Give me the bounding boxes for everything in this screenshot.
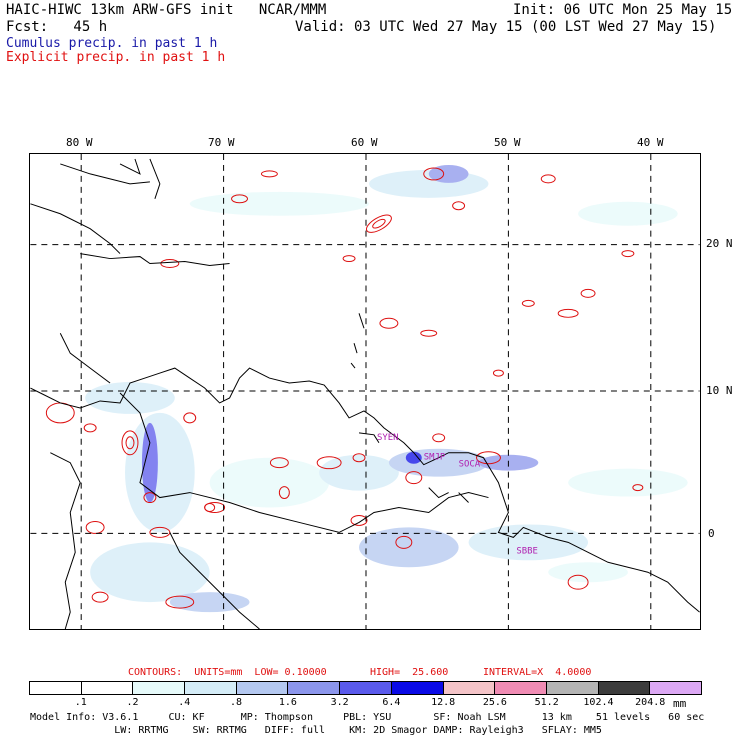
legend-swatch — [133, 682, 186, 694]
legend-level-label: .4 — [178, 697, 191, 708]
legend-level-label: 3.2 — [330, 697, 349, 708]
lon-label-80w: 80 W — [66, 136, 93, 149]
contour-interval: INTERVAL=X 4.0000 — [483, 667, 592, 678]
legend-level-label: .2 — [126, 697, 139, 708]
explicit-legend-label: Explicit precip. in past 1 h — [6, 50, 226, 65]
lat-label-10n: 10 N — [706, 384, 733, 397]
model-info-line1: Model Info: V3.6.1 CU: KF MP: Thompson P… — [30, 712, 705, 723]
coastlines — [30, 158, 700, 629]
lon-label-50w: 50 W — [494, 136, 521, 149]
legend-level-label: .8 — [230, 697, 243, 708]
legend-swatch — [236, 682, 289, 694]
legend-swatch — [340, 682, 392, 694]
legend-swatch — [650, 682, 701, 694]
station-label-smjp: SMJP — [424, 453, 446, 463]
legend-swatch — [288, 682, 341, 694]
station-label-syen: SYEN — [377, 433, 399, 443]
lat-lon-grid — [30, 154, 700, 629]
model-info-line2: LW: RRTMG SW: RRTMG DIFF: full KM: 2D Sm… — [30, 725, 602, 736]
legend-level-label: 12.8 — [431, 697, 456, 708]
legend-level-label: 6.4 — [382, 697, 401, 708]
cumulus-shading — [85, 164, 688, 613]
legend-unit: mm — [673, 697, 687, 710]
contour-units: CONTOURS: UNITS=mm LOW= 0.10000 — [128, 667, 327, 678]
init-time: Init: 06 UTC Mon 25 May 15 — [513, 2, 733, 18]
legend-swatch — [391, 682, 444, 694]
legend-swatch — [546, 682, 599, 694]
contour-high: HIGH= 25.600 — [370, 667, 449, 678]
lat-label-0: 0 — [708, 527, 715, 540]
lat-label-20n: 20 N — [706, 237, 733, 250]
legend-swatch — [598, 682, 651, 694]
precip-color-legend — [29, 681, 702, 695]
legend-level-label: 102.4 — [583, 697, 614, 708]
model-title: HAIC-HIWC 13km ARW-GFS init NCAR/MMM — [6, 2, 327, 18]
explicit-precip-contours — [45, 167, 644, 609]
station-label-sbbe: SBBE — [516, 546, 538, 556]
station-label-soca: SOCA — [459, 460, 481, 470]
legend-swatch — [443, 682, 496, 694]
legend-level-label: .1 — [74, 697, 87, 708]
legend-level-label: 25.6 — [482, 697, 507, 708]
legend-level-label: 51.2 — [534, 697, 559, 708]
legend-swatch — [81, 682, 134, 694]
cumulus-legend-label: Cumulus precip. in past 1 h — [6, 36, 218, 51]
legend-swatch — [30, 682, 82, 694]
precip-map: SYEN SMJP SOCA SBBE — [29, 153, 701, 630]
lon-label-60w: 60 W — [351, 136, 378, 149]
legend-swatch — [495, 682, 547, 694]
stations: SYEN SMJP SOCA SBBE — [377, 433, 538, 557]
legend-swatch — [185, 682, 237, 694]
lon-label-70w: 70 W — [208, 136, 235, 149]
valid-time: Valid: 03 UTC Wed 27 May 15 (00 LST Wed … — [295, 19, 717, 35]
legend-level-label: 1.6 — [278, 697, 297, 708]
lon-label-40w: 40 W — [637, 136, 664, 149]
forecast-hour: Fcst: 45 h — [6, 19, 108, 35]
legend-level-label: 204.8 — [635, 697, 666, 708]
